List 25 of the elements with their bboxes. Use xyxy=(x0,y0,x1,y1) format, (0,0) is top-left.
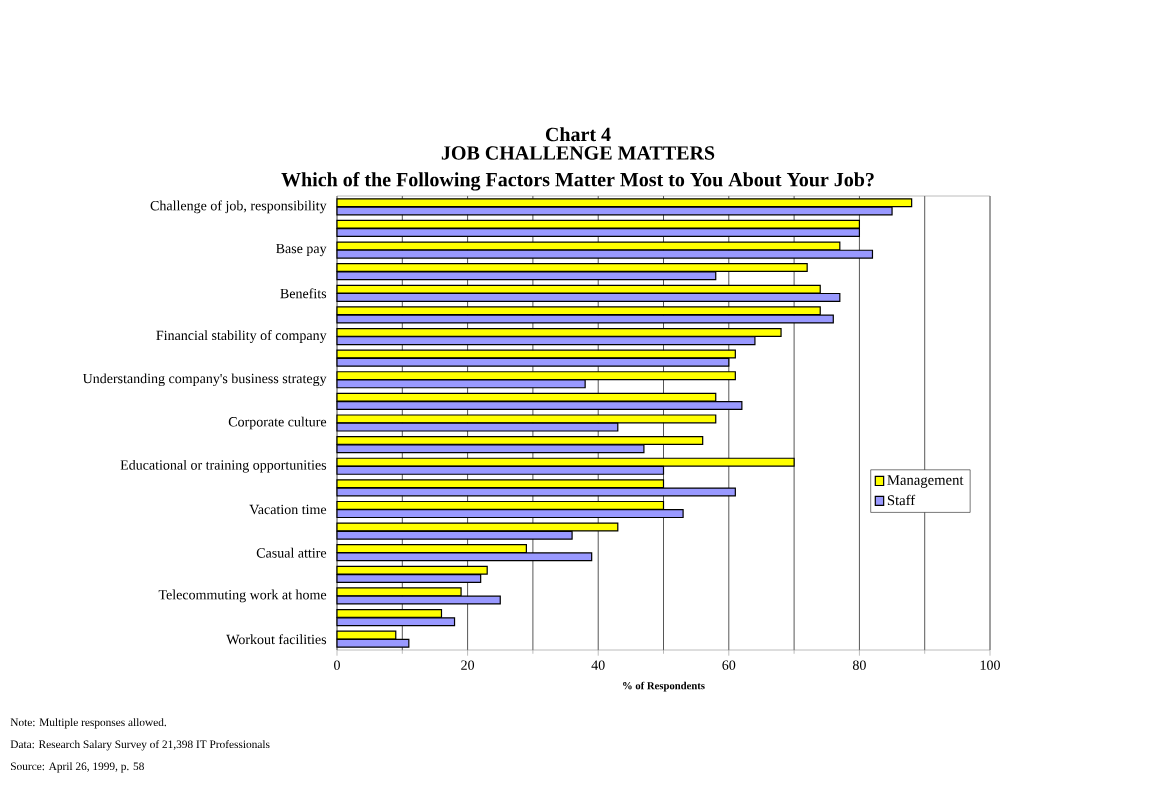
text: Note: Multiple responses allowed. xyxy=(10,718,166,729)
y-tick-label: Financial stability of company xyxy=(156,330,327,343)
y-tick-label: Benefits xyxy=(280,288,327,299)
x-axis-title: % of Respondents xyxy=(623,681,705,692)
x-tick-label: 60 xyxy=(722,660,736,670)
y-tick-label: Telecommuting work at home xyxy=(158,589,327,603)
y-tick-label: Corporate culture xyxy=(228,416,327,430)
x-tick-label: 0 xyxy=(334,660,340,670)
y-tick-label: Vacation time xyxy=(249,504,327,515)
text: Data: Research Salary Survey of 21,398 IT Professionals xyxy=(10,740,270,751)
source-note: Source: April 26, 1999, p. 58 xyxy=(11,762,144,773)
y-tick-label: Educational or training opportunities xyxy=(120,459,327,473)
legend-label: Management xyxy=(887,475,964,488)
x-tick-label: 100 xyxy=(980,660,1000,670)
chart-title: Chart 4 xyxy=(545,127,611,142)
legend-label: Staff xyxy=(887,494,916,506)
y-tick-label: Workout facilities xyxy=(226,634,327,645)
y-tick-label: Understanding company's business strategy xyxy=(82,373,327,387)
y-tick-label: Challenge of job, responsibility xyxy=(150,200,327,214)
y-tick-label: Base pay xyxy=(276,243,327,257)
chart-subtitle: JOB CHALLENGE MATTERS Which of the Following Factors Matter Most to You About Your Job? xyxy=(281,146,874,191)
x-tick-label: 40 xyxy=(591,660,605,670)
x-tick-label: 20 xyxy=(461,660,475,670)
y-tick-label: Casual attire xyxy=(256,547,327,558)
x-tick-label: 80 xyxy=(852,660,866,670)
